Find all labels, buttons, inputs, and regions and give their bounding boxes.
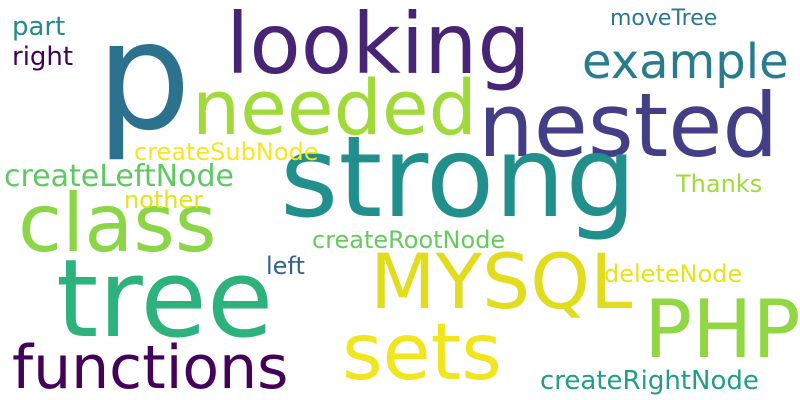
word-createrootnode: createRootNode bbox=[312, 226, 506, 254]
word-looking: looking bbox=[226, 0, 531, 93]
word-createleftnode: createLeftNode bbox=[4, 159, 234, 194]
word-part: part bbox=[12, 12, 66, 42]
word-sets: sets bbox=[342, 308, 502, 398]
word-createsubnode: createSubNode bbox=[134, 138, 319, 166]
word-p: p bbox=[96, 0, 192, 164]
word-deletenode: deleteNode bbox=[604, 260, 743, 288]
word-createrightnode: createRightNode bbox=[540, 366, 759, 396]
word-needed: needed bbox=[192, 63, 477, 152]
word-functions: functions bbox=[12, 333, 289, 400]
word-left: left bbox=[266, 252, 305, 280]
word-strong: strong bbox=[280, 113, 637, 243]
word-example: example bbox=[582, 34, 789, 90]
word-php: PHP bbox=[644, 283, 800, 376]
word-thanks: Thanks bbox=[676, 170, 763, 198]
word-right: right bbox=[12, 42, 74, 72]
word-nested: nested bbox=[478, 74, 779, 177]
word-class: class bbox=[18, 177, 217, 270]
word-tree: tree bbox=[56, 237, 274, 362]
word-mysql: MYSQL bbox=[370, 237, 633, 326]
word-movetree: moveTree bbox=[610, 6, 718, 31]
word-nother: nother bbox=[124, 186, 204, 214]
